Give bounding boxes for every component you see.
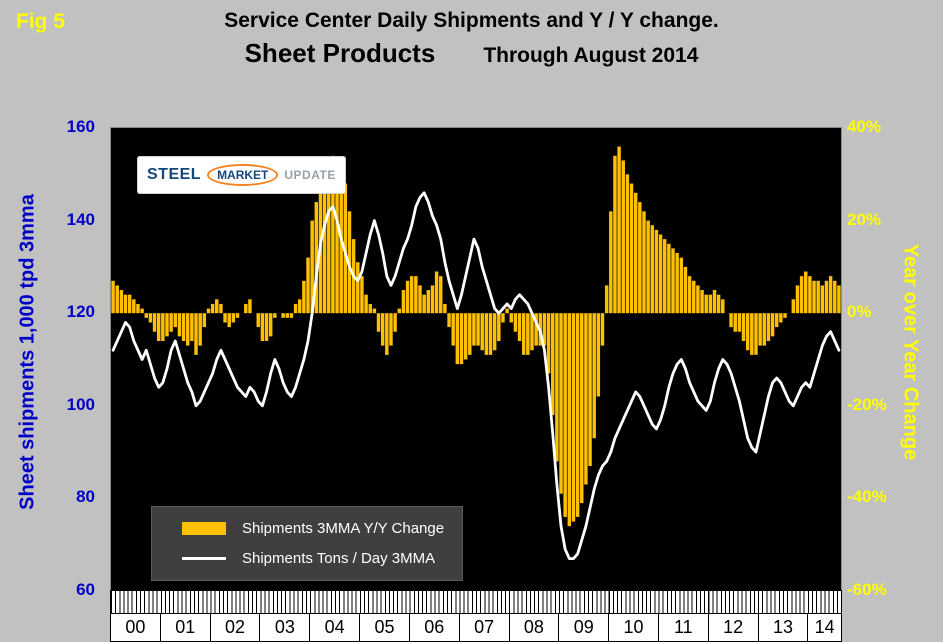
- chart-period: Through August 2014: [483, 44, 699, 67]
- figure-number: Fig 5: [16, 10, 66, 33]
- chart-canvas: [111, 146, 841, 560]
- year-label: 09: [558, 613, 610, 642]
- year-label: 12: [707, 613, 759, 642]
- year-label: 06: [408, 613, 460, 642]
- right-axis-tick-labels: 40% 20% 0% -20% -40% -60%: [847, 0, 937, 642]
- year-label: 10: [608, 613, 659, 642]
- year-label: 02: [209, 613, 261, 642]
- year-label: 04: [309, 613, 361, 642]
- bar-series-label: Shipments 3MMA Y/Y Change: [242, 520, 445, 537]
- bar-series-swatch: [182, 522, 226, 535]
- chart-title: Service Center Daily Shipments and Y / Y…: [224, 9, 719, 32]
- shipments-3mma-line: [111, 191, 841, 560]
- chart-subtitle-row: Sheet Products Through August 2014: [0, 38, 943, 69]
- steel-market-update-logo: STEEL MARKET UPDATE: [137, 156, 346, 194]
- line-series-swatch: [182, 557, 226, 560]
- x-axis-year-labels: 00 01 02 03 04 05 06 07 08 09 10 11 12 13 14: [110, 613, 842, 642]
- left-axis-tick: 160: [66, 117, 95, 136]
- year-label: 11: [657, 613, 709, 642]
- year-label: 03: [259, 613, 311, 642]
- month-tick-band: [110, 590, 842, 614]
- year-label: 05: [359, 613, 410, 642]
- year-label: 08: [508, 613, 560, 642]
- left-axis-tick: 60: [76, 580, 95, 599]
- legend-row-bars: Shipments 3MMA Y/Y Change: [182, 520, 462, 537]
- legend: Shipments 3MMA Y/Y Change Shipments Tons…: [151, 506, 463, 581]
- logo-market-ring: MARKET: [207, 164, 279, 186]
- left-axis-tick: 120: [66, 302, 95, 322]
- right-axis-tick: 40%: [847, 117, 882, 136]
- right-axis-tick: -40%: [847, 487, 887, 507]
- logo-update-text: UPDATE: [284, 168, 336, 182]
- year-label: 13: [757, 613, 809, 642]
- logo-steel-text: STEEL: [147, 166, 202, 183]
- yoy-change-bars: [111, 146, 841, 527]
- left-axis-tick: 80: [76, 487, 95, 507]
- left-axis-tick-labels: 160 140 120 100 80 60: [0, 0, 101, 642]
- chart-subtitle: Sheet Products: [244, 38, 436, 68]
- line-series-label: Shipments Tons / Day 3MMA: [242, 550, 436, 567]
- year-label: 00: [110, 613, 161, 642]
- right-axis-tick: -60%: [847, 580, 887, 599]
- year-label: 14: [807, 613, 842, 642]
- right-axis-tick: -20%: [847, 394, 887, 414]
- year-label: 01: [159, 613, 211, 642]
- left-axis-tick: 140: [66, 209, 95, 229]
- right-axis-tick: 20%: [847, 209, 882, 229]
- year-label: 07: [458, 613, 510, 642]
- left-axis-tick: 100: [66, 394, 95, 414]
- right-axis-tick: 0%: [847, 302, 872, 322]
- legend-row-line: Shipments Tons / Day 3MMA: [182, 550, 462, 567]
- plot-area: STEEL MARKET UPDATE Shipments 3MMA Y/Y C…: [110, 127, 842, 592]
